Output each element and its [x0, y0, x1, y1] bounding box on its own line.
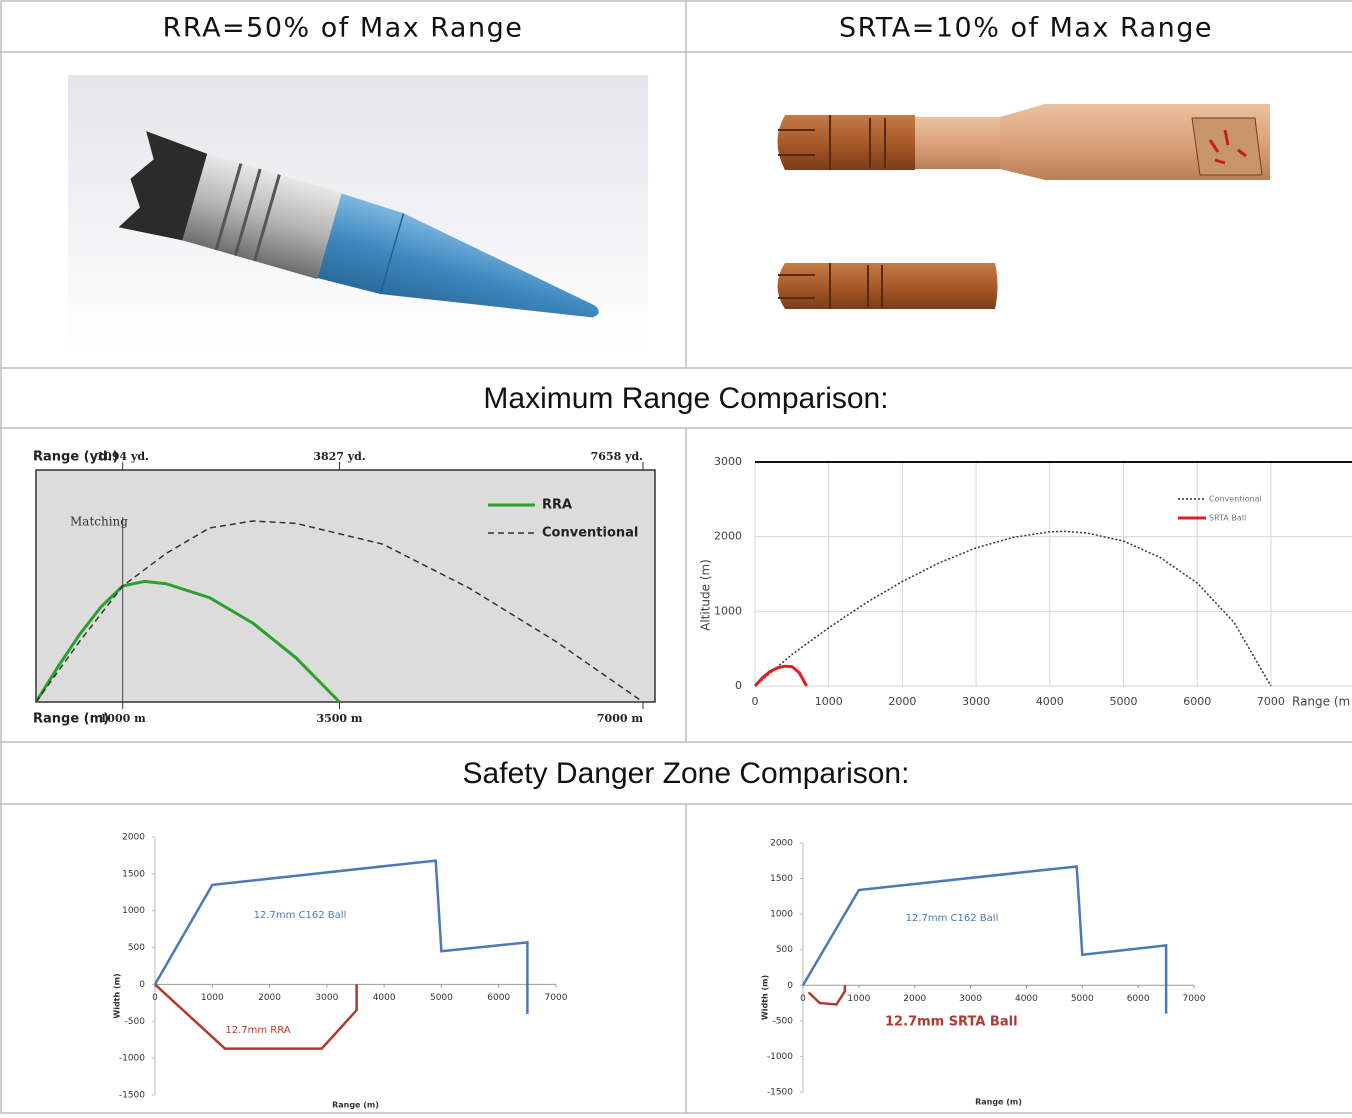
x2-tick-label: 7658 yd.: [591, 450, 643, 463]
x-tick-label: 3000: [959, 994, 982, 1004]
x-tick-label: 5000: [430, 993, 453, 1003]
y-tick-label: 500: [128, 943, 145, 953]
y-tick-label: 0: [735, 679, 742, 692]
y-tick-label: 2000: [714, 530, 742, 543]
axis-label: Altitude (m): [699, 559, 713, 631]
x-tick-label: 0: [152, 993, 158, 1003]
x-tick-label: 1000: [847, 994, 870, 1004]
x-tick-label: 3000: [315, 993, 338, 1003]
x-tick-label: 4000: [1036, 695, 1064, 708]
y-tick-label: 1500: [122, 869, 145, 879]
x-tick-label: 1000 m: [100, 712, 146, 725]
series-label: 12.7mm C162 Ball: [906, 913, 999, 924]
x-tick-label: 2000: [888, 695, 916, 708]
axis-label: Range (m): [332, 1101, 379, 1110]
section-title: Maximum Range Comparison:: [483, 382, 888, 415]
x-tick-label: 7000: [1257, 695, 1285, 708]
legend-label: SRTA Ball: [1209, 514, 1246, 523]
x-tick-label: 4000: [373, 993, 396, 1003]
x-tick-label: 0: [752, 695, 759, 708]
page: RRA=50% of Max Range SRTA=10% of Max Ran…: [0, 0, 1352, 1114]
x-tick-label: 1000: [815, 695, 843, 708]
x-tick-label: 3000: [962, 695, 990, 708]
series-line: [809, 985, 845, 1004]
x-tick-label: 7000 m: [597, 712, 643, 725]
x-tick-label: 7000: [545, 993, 568, 1003]
axis-label: Range (m): [975, 1098, 1022, 1107]
y-tick-label: -1500: [767, 1088, 793, 1098]
cartridge-window: [1192, 118, 1262, 175]
x-tick-label: 6000: [487, 993, 510, 1003]
x-tick-label: 6000: [1127, 994, 1150, 1004]
series-label: 12.7mm SRTA Ball: [885, 1015, 1018, 1030]
y-tick-label: -1000: [767, 1052, 793, 1062]
y-tick-label: 1500: [770, 874, 793, 884]
cartridge-nose: [778, 115, 916, 170]
y-tick-label: 1000: [122, 906, 145, 916]
y-tick-label: 0: [787, 981, 793, 991]
series-line: [755, 531, 1271, 686]
annotation: Matching: [70, 515, 128, 529]
y-tick-label: 500: [776, 945, 793, 955]
x2-tick-label: 3827 yd.: [313, 450, 365, 463]
y-tick-label: -500: [125, 1017, 146, 1027]
header-cell: SRTA=10% of Max Range: [839, 13, 1213, 44]
y-tick-label: -1000: [119, 1054, 145, 1064]
series-line: [155, 861, 527, 1014]
x-tick-label: 0: [800, 994, 806, 1004]
section-title: Safety Danger Zone Comparison:: [463, 757, 910, 790]
x-tick-label: 5000: [1110, 695, 1138, 708]
srta-image: [778, 104, 1271, 309]
y-tick-label: 0: [139, 980, 145, 990]
axis-label: Range (m): [33, 712, 109, 727]
x-tick-label: 2000: [258, 993, 281, 1003]
series-label: 12.7mm C162 Ball: [254, 910, 347, 921]
rra-image: [68, 75, 648, 361]
y-tick-label: 1000: [770, 910, 793, 920]
x-tick-label: 4000: [1015, 994, 1038, 1004]
header-cell: RRA=50% of Max Range: [163, 13, 524, 44]
axis-label: Range (m: [1292, 695, 1350, 709]
series-label: 12.7mm RRA: [225, 1025, 290, 1036]
x2-tick-label: 1094 yd.: [97, 450, 149, 463]
legend-label: Conventional: [542, 526, 638, 541]
x-tick-label: 2000: [903, 994, 926, 1004]
axis-label: Width (m): [761, 975, 770, 1020]
x-tick-label: 3500 m: [316, 712, 362, 725]
y-tick-label: -1500: [119, 1091, 145, 1101]
y-tick-label: 1000: [714, 604, 742, 617]
series-line: [803, 867, 1166, 1014]
series-line: [755, 666, 807, 686]
x-tick-label: 1000: [201, 993, 224, 1003]
legend-label: Conventional: [1209, 495, 1262, 504]
y-tick-label: 2000: [770, 839, 793, 849]
y-tick-label: 2000: [122, 833, 145, 843]
y-tick-label: 3000: [714, 455, 742, 468]
x-tick-label: 7000: [1183, 994, 1206, 1004]
x-tick-label: 5000: [1071, 994, 1094, 1004]
axis-label: Width (m): [113, 973, 122, 1018]
x-tick-label: 6000: [1183, 695, 1211, 708]
short-cartridge: [778, 263, 998, 309]
cartridge-neck: [915, 117, 1000, 169]
cartridge-shoulder: [1000, 104, 1045, 180]
y-tick-label: -500: [773, 1016, 794, 1026]
legend-label: RRA: [542, 498, 572, 513]
